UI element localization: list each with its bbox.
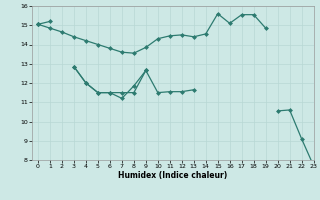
X-axis label: Humidex (Indice chaleur): Humidex (Indice chaleur) [118,171,228,180]
